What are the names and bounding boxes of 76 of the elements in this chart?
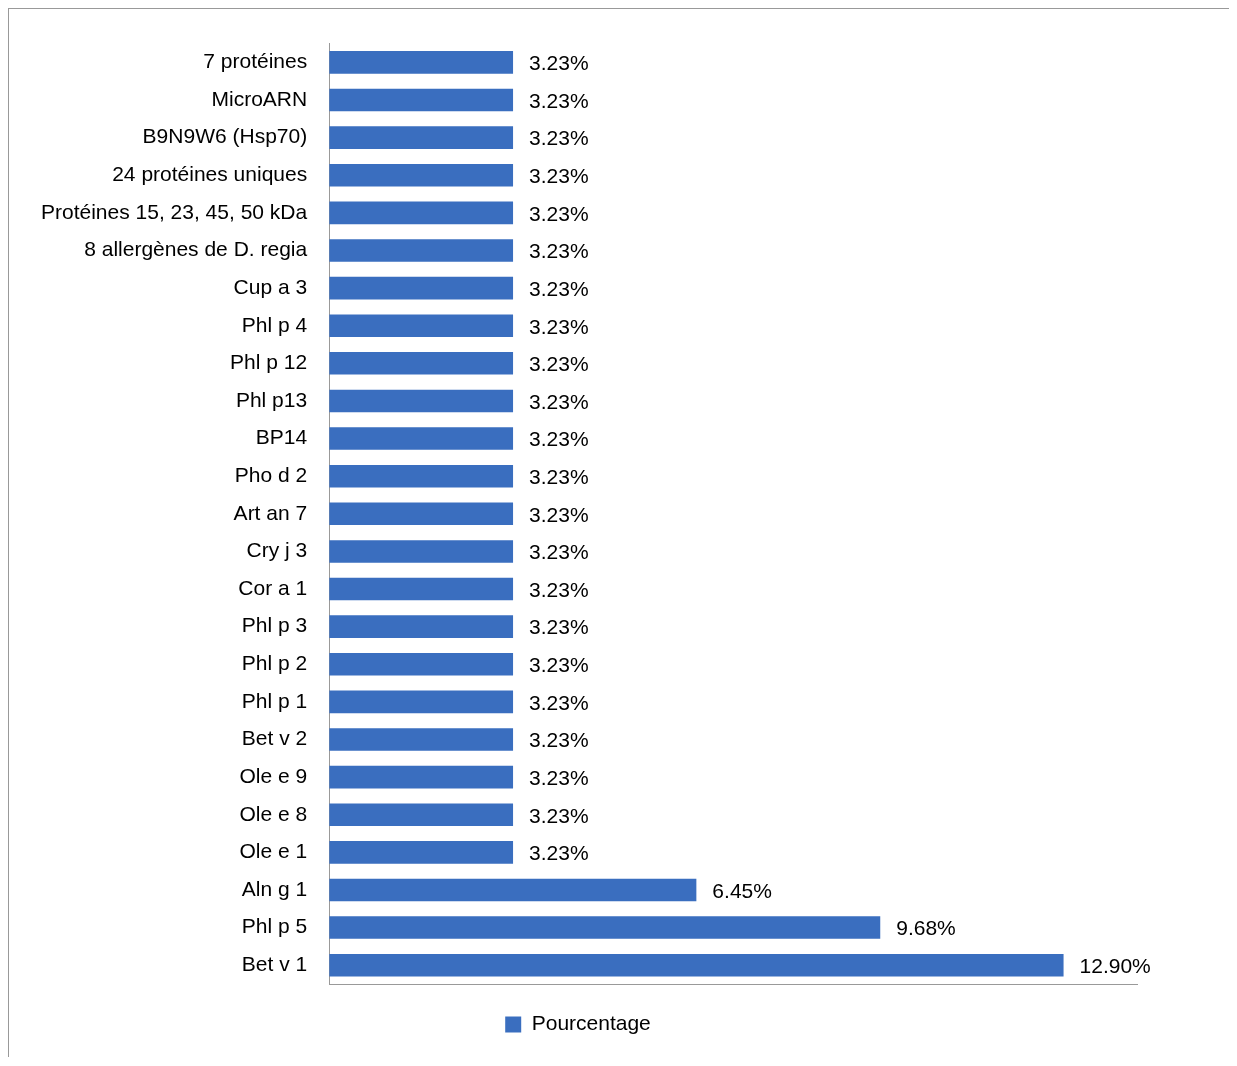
legend-label: Pourcentage [531,1011,651,1035]
bar [329,953,1064,977]
data-label: 3.23% [529,51,589,75]
data-label: 3.23% [529,765,589,789]
bar [329,615,514,638]
bar [329,464,514,488]
y-tick-label: 8 allergènes de D. regia [84,237,308,261]
y-tick-label: Ole e 9 [239,763,308,787]
data-label: 3.23% [529,803,589,827]
y-tick-label: Protéines 15, 23, 45, 50 kDa [41,199,308,223]
data-label: 12.90% [1079,953,1151,977]
data-label: 3.23% [529,201,589,225]
bar [329,389,514,413]
y-tick-label: Phl p 5 [241,914,308,938]
bar [329,352,514,375]
bar [329,916,881,939]
data-label: 3.23% [529,690,589,714]
y-tick-label: 24 protéines uniques [112,162,308,186]
y-tick-label: Cor a 1 [238,575,308,599]
bar [329,803,514,827]
data-label: 3.23% [529,164,589,188]
y-tick-label: Ole e 1 [239,839,308,863]
data-label: 3.23% [529,352,589,376]
data-label: 3.23% [529,314,589,338]
y-tick-label: Phl p 4 [241,312,308,336]
y-tick-label: Phl p 3 [241,613,308,637]
bar [329,126,514,149]
data-label: 3.23% [529,88,589,112]
data-label: 3.23% [529,427,589,451]
y-tick-label: Phl p13 [235,387,308,411]
bar [329,690,514,714]
y-tick-label: Ole e 8 [239,801,308,825]
y-tick-label: Bet v 1 [241,951,308,975]
bar [329,163,514,187]
y-tick-label: BP14 [255,425,308,449]
bar [329,239,514,262]
y-tick-label: Phl p 2 [241,651,308,675]
y-tick-label: Cry j 3 [246,538,308,562]
bar [329,502,514,526]
y-tick-label: Aln g 1 [241,876,308,900]
bar [329,314,514,338]
y-tick-label: MicroARN [211,86,308,110]
data-label: 3.23% [529,464,589,488]
y-tick-label: Pho d 2 [234,462,308,486]
bar [329,841,514,864]
data-label: 3.23% [529,653,589,677]
y-tick-label: B9N9W6 (Hsp70) [142,124,308,148]
bar [329,540,514,563]
y-tick-label: Cup a 3 [233,274,308,298]
bar [329,201,514,225]
data-label: 3.23% [529,276,589,300]
y-tick-label: 7 protéines [203,49,308,73]
data-label: 9.68% [896,916,956,940]
data-label: 3.23% [529,126,589,150]
bar [329,276,514,300]
bar [329,878,697,902]
data-label: 3.23% [529,841,589,865]
bar [329,765,514,789]
data-label: 6.45% [712,878,772,902]
data-label: 3.23% [529,577,589,601]
bar [329,51,514,74]
y-tick-label: Phl p 12 [230,350,308,374]
data-label: 3.23% [529,239,589,263]
bar [329,652,514,676]
y-tick-label: Art an 7 [233,500,308,524]
bar [329,728,514,751]
y-tick-label: Bet v 2 [241,726,308,750]
bar [329,577,514,601]
data-label: 3.23% [529,540,589,564]
bar [329,88,514,112]
data-label: 3.23% [529,389,589,413]
data-label: 3.23% [529,615,589,639]
data-label: 3.23% [529,502,589,526]
bar [329,427,514,450]
y-tick-label: Phl p 1 [241,688,308,712]
data-label: 3.23% [529,728,589,752]
